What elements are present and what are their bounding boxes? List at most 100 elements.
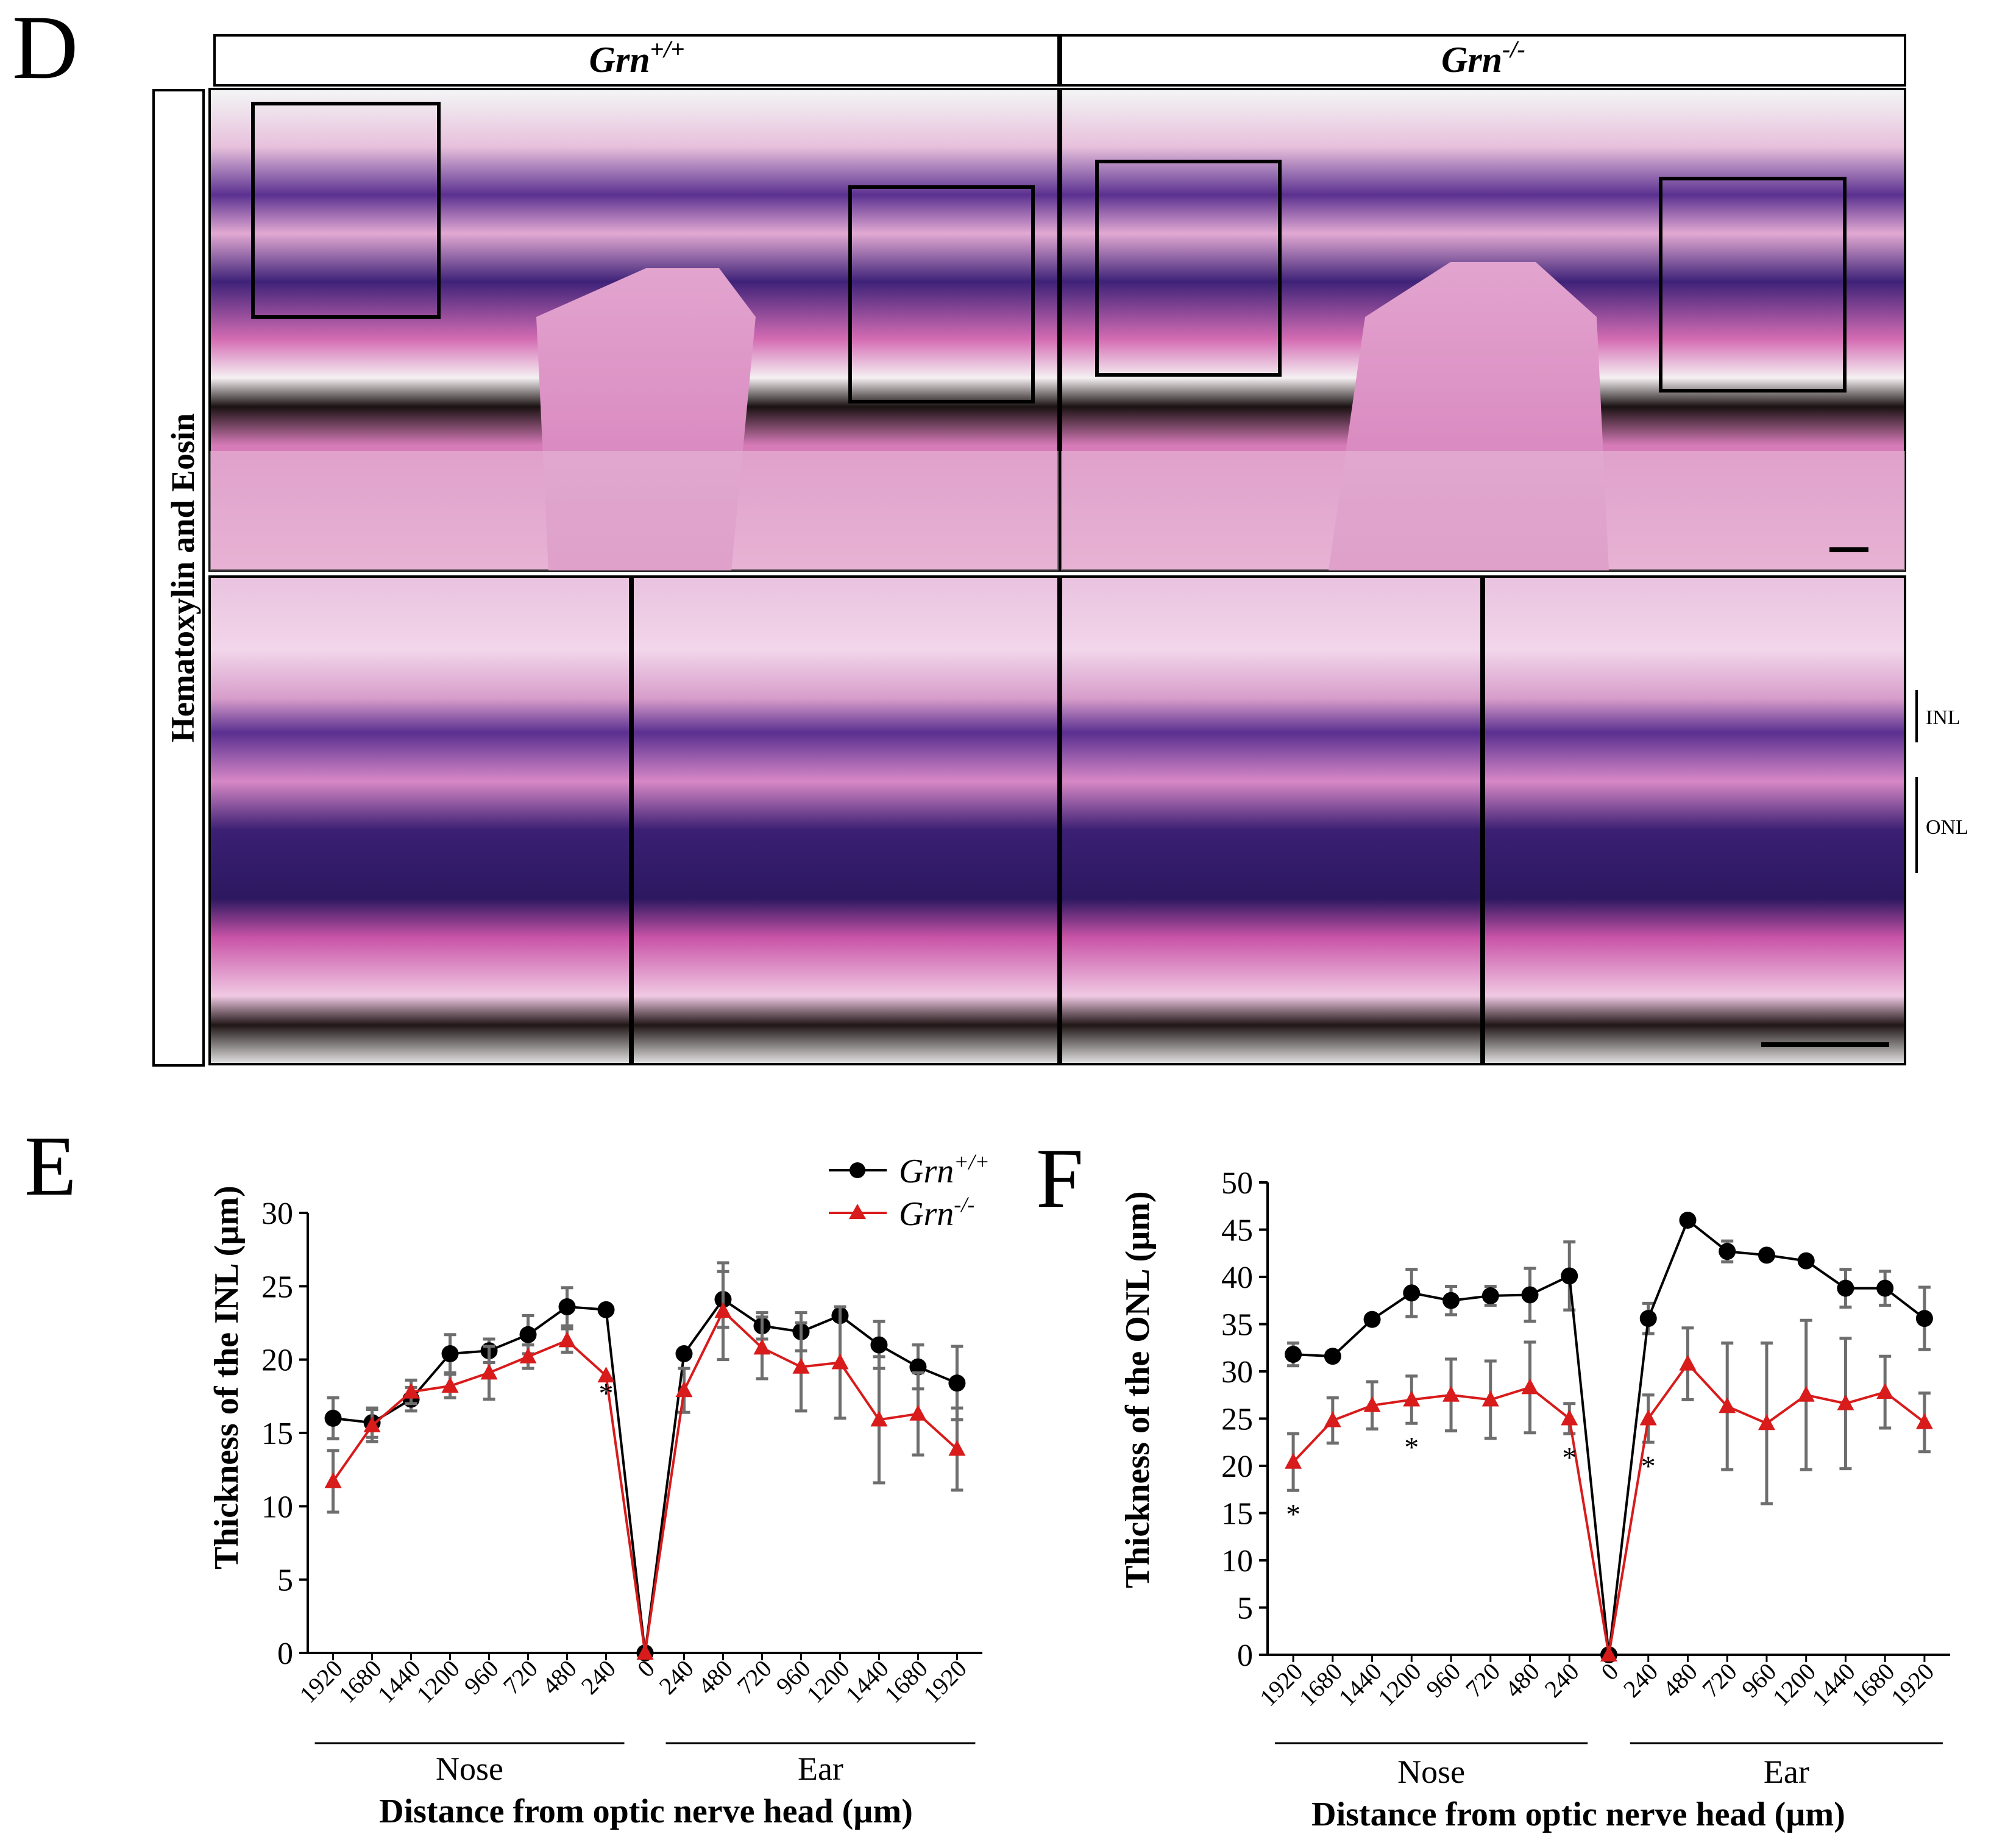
- y-tick-label: 15: [261, 1416, 293, 1451]
- row-label: Hematoxylin and Eosin: [165, 413, 201, 742]
- data-point-ko: [519, 1347, 537, 1363]
- data-point-wt: [1915, 1310, 1933, 1327]
- data-point-wt: [441, 1345, 459, 1363]
- y-tick-label: 40: [1221, 1260, 1253, 1295]
- data-point-ko: [792, 1357, 810, 1374]
- data-point-wt: [1719, 1243, 1736, 1260]
- significance-star: *: [1404, 1431, 1419, 1463]
- y-axis-label-f: Thickness of the ONL (µm): [1119, 1191, 1157, 1588]
- y-tick-label: 20: [1221, 1449, 1253, 1484]
- y-tick-label: 25: [261, 1270, 293, 1304]
- significance-star: *: [1562, 1441, 1577, 1474]
- y-tick-label: 10: [1221, 1544, 1253, 1579]
- x-tick-label: 240: [654, 1655, 699, 1700]
- y-tick-label: 0: [277, 1637, 293, 1671]
- x-tick-label: 1680: [1846, 1658, 1900, 1711]
- legend-marker-ko: [849, 1204, 866, 1219]
- significance-star: *: [599, 1377, 614, 1410]
- y-tick-label: 30: [1221, 1355, 1253, 1390]
- data-point-wt: [1285, 1346, 1302, 1363]
- data-point-ko: [1837, 1394, 1854, 1410]
- roi-box: [848, 185, 1035, 403]
- y-tick-label: 35: [1221, 1308, 1253, 1343]
- data-point-wt: [1837, 1279, 1854, 1297]
- header-label-wt: Grn+/+: [589, 35, 685, 80]
- onl-label: ONL: [1926, 816, 1968, 839]
- data-point-ko: [636, 1644, 654, 1660]
- data-point-wt: [1797, 1252, 1815, 1270]
- x-tick-label: 480: [1500, 1658, 1545, 1703]
- data-point-wt: [1403, 1284, 1421, 1302]
- data-point-wt: [909, 1358, 927, 1376]
- x-tick-label: 720: [1460, 1658, 1505, 1703]
- x-tick-label: 1920: [1254, 1658, 1308, 1711]
- roi-box: [1095, 160, 1282, 377]
- data-point-ko: [675, 1381, 693, 1398]
- data-point-ko: [1679, 1354, 1697, 1371]
- data-point-ko: [1285, 1452, 1302, 1469]
- data-point-ko: [1915, 1413, 1933, 1429]
- roi-box: [1659, 177, 1847, 393]
- inl-label: INL: [1926, 706, 1960, 729]
- data-point-ko: [948, 1440, 966, 1456]
- data-point-wt: [324, 1409, 342, 1427]
- data-point-ko: [1797, 1385, 1815, 1402]
- header-label-ko: Grn-/-: [1441, 35, 1525, 80]
- data-point-wt: [1639, 1310, 1657, 1327]
- data-point-ko: [558, 1331, 576, 1348]
- legend-label-ko: Grn-/-: [899, 1192, 974, 1233]
- micrograph-ko-high: [1060, 575, 1906, 1065]
- data-point-ko: [441, 1376, 459, 1393]
- data-point-ko: [1521, 1378, 1539, 1395]
- data-point-wt: [1561, 1267, 1578, 1285]
- data-point-ko: [1481, 1390, 1499, 1407]
- y-tick-label: 50: [1221, 1166, 1253, 1201]
- y-tick-label: 15: [1221, 1497, 1253, 1532]
- y-tick-label: 10: [261, 1490, 293, 1524]
- x-tick-label: 240: [1618, 1658, 1663, 1703]
- x-tick-label: 1680: [1294, 1658, 1347, 1711]
- group-label: Nose: [1397, 1754, 1465, 1790]
- data-point-ko: [870, 1410, 888, 1427]
- x-tick-label: 1440: [1333, 1658, 1387, 1711]
- y-tick-label: 5: [1237, 1591, 1253, 1626]
- significance-star: *: [1641, 1450, 1656, 1482]
- data-point-wt: [1324, 1348, 1341, 1365]
- data-point-ko: [753, 1338, 771, 1355]
- data-point-ko: [909, 1404, 927, 1421]
- group-label: Ear: [1764, 1754, 1809, 1790]
- data-point-ko: [480, 1363, 498, 1380]
- x-axis-label-f: Distance from optic nerve head (µm): [1311, 1796, 1845, 1833]
- micrograph-wt-high: [208, 575, 1060, 1065]
- x-tick-label: 480: [537, 1655, 582, 1700]
- data-point-ko: [714, 1302, 732, 1318]
- x-tick-label: 1920: [1886, 1658, 1939, 1711]
- group-label: Nose: [436, 1750, 503, 1787]
- series-line: [332, 1309, 958, 1654]
- header-box-wt: [213, 34, 1060, 87]
- data-point-ko: [1363, 1396, 1381, 1412]
- data-point-wt: [1521, 1286, 1539, 1304]
- panel-letter-f: F: [1036, 1131, 1084, 1226]
- legend-marker-wt: [850, 1162, 865, 1178]
- data-point-ko: [1758, 1414, 1775, 1430]
- data-point-wt: [558, 1298, 576, 1316]
- data-point-ko: [1639, 1409, 1657, 1426]
- significance-star: *: [1286, 1498, 1300, 1530]
- roi-box: [251, 102, 441, 319]
- scale-bar: [1761, 1042, 1889, 1047]
- x-tick-label: 1200: [1372, 1658, 1426, 1711]
- legend: Grn+/+ Grn-/-: [829, 1150, 990, 1233]
- data-point-ko: [597, 1366, 615, 1383]
- data-point-ko: [1403, 1390, 1421, 1407]
- data-point-ko: [1719, 1397, 1736, 1413]
- x-tick-label: 1200: [1767, 1658, 1821, 1711]
- y-tick-label: 45: [1221, 1214, 1253, 1248]
- panel-letter-d: D: [12, 0, 78, 98]
- group-label: Ear: [798, 1750, 843, 1787]
- x-tick-label: 720: [732, 1655, 777, 1700]
- y-tick-label: 20: [261, 1343, 293, 1378]
- series-line: [333, 1298, 958, 1654]
- x-tick-label: 720: [498, 1655, 543, 1700]
